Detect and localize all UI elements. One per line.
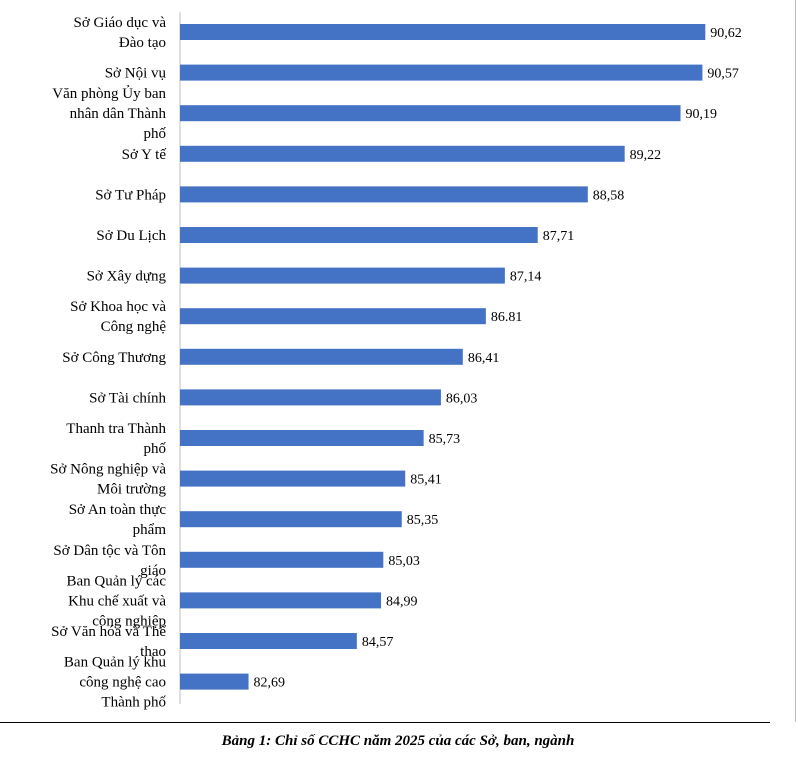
data-label-4: 88,58 xyxy=(593,188,625,203)
bar-11 xyxy=(180,470,406,487)
category-label-1: Sở Nội vụ xyxy=(105,66,167,82)
category-label-line: Sở Nội vụ xyxy=(105,66,167,82)
category-label-13: Sở Dân tộc và Tôn giáo xyxy=(53,543,166,579)
data-label-2: 90,19 xyxy=(686,107,718,122)
category-label-5: Sở Du Lịch xyxy=(96,228,166,244)
data-label-7: 86.81 xyxy=(491,310,522,325)
category-label-line: Công nghệ xyxy=(101,319,167,335)
chart-caption: Bảng 1: Chỉ số CCHC năm 2025 của các Sở,… xyxy=(221,733,575,749)
category-label-0: Sở Giáo dục và Đào tạo xyxy=(74,15,167,51)
bar-15 xyxy=(180,633,357,649)
category-label-line: Sở Giáo dục và xyxy=(74,15,167,31)
category-label-line: thao xyxy=(140,644,166,660)
bar-0 xyxy=(180,24,706,40)
category-label-line: Sở Văn hóa và Thể xyxy=(51,624,166,640)
bar-14 xyxy=(180,592,382,609)
category-label-line: Sở Tư Pháp xyxy=(95,187,166,203)
category-label-line: công nghệ cao xyxy=(79,675,166,691)
category-label-line: phố xyxy=(144,441,167,457)
category-label-10: Thanh tra Thành phố xyxy=(66,421,166,457)
category-label-8: Sở Công Thương xyxy=(62,350,166,366)
category-label-line: Sở Xây dựng xyxy=(87,269,167,285)
data-label-6: 87,14 xyxy=(510,270,542,285)
bar-12 xyxy=(180,511,402,528)
category-label-11: Sở Nông nghiệp và Môi trường xyxy=(50,462,166,498)
category-label-line: Sở Tài chính xyxy=(89,390,166,406)
category-label-4: Sở Tư Pháp xyxy=(95,187,166,203)
bar-5 xyxy=(180,227,538,243)
bar-10 xyxy=(180,430,424,446)
data-label-1: 90,57 xyxy=(707,67,739,82)
category-label-line: Sở An toàn thực xyxy=(69,502,167,518)
category-label-line: Thành phố xyxy=(101,695,166,711)
data-label-3: 89,22 xyxy=(630,148,662,163)
category-label-line: Sở Y tế xyxy=(122,147,167,163)
category-label-line: Ban Quản lý các xyxy=(66,573,166,589)
bar-6 xyxy=(180,267,505,284)
category-label-15: Sở Văn hóa và Thể thao xyxy=(51,624,166,660)
data-label-13: 85,03 xyxy=(388,554,420,569)
category-label-line: Khu chế xuất và xyxy=(68,593,166,609)
category-label-6: Sở Xây dựng xyxy=(87,269,167,285)
bar-13 xyxy=(180,551,384,568)
bar-3 xyxy=(180,145,625,162)
category-label-2: Văn phòng Ủy ban nhân dân Thành phố xyxy=(52,85,166,142)
category-label-12: Sở An toàn thực phẩm xyxy=(69,502,167,538)
category-label-line: nhân dân Thành xyxy=(70,106,167,122)
category-label-line: phố xyxy=(144,126,167,142)
category-label-line: Ban Quản lý khu xyxy=(64,655,167,671)
category-label-line: giáo xyxy=(140,563,166,579)
data-label-16: 82,69 xyxy=(254,676,286,691)
data-label-12: 85,35 xyxy=(407,513,439,528)
category-label-line: công nghiệp xyxy=(92,613,166,629)
data-label-0: 90,62 xyxy=(710,26,742,41)
caption-divider xyxy=(0,722,770,723)
data-label-15: 84,57 xyxy=(362,635,394,650)
category-label-line: Thanh tra Thành xyxy=(66,421,166,437)
bar-2 xyxy=(180,105,681,122)
bar-7 xyxy=(180,308,486,325)
category-label-14: Ban Quản lý các Khu chế xuất và công nghiệ… xyxy=(66,573,166,629)
bar-9 xyxy=(180,389,441,406)
category-label-9: Sở Tài chính xyxy=(89,390,166,406)
category-label-line: Môi trường xyxy=(97,482,166,498)
bar-8 xyxy=(180,348,463,365)
data-label-8: 86,41 xyxy=(468,351,500,366)
bar-1 xyxy=(180,64,703,81)
data-label-11: 85,41 xyxy=(410,473,442,488)
category-label-line: Sở Du Lịch xyxy=(96,228,166,244)
data-label-10: 85,73 xyxy=(429,432,461,447)
bar-16 xyxy=(180,673,249,690)
data-label-9: 86,03 xyxy=(446,391,478,406)
category-label-line: phẩm xyxy=(133,522,167,538)
bar-chart: 90,62 Sở Giáo dục và Đào tạo 90,57 Sở Nội vụ… xyxy=(50,12,742,711)
data-label-5: 87,71 xyxy=(543,229,575,244)
category-label-line: Văn phòng Ủy ban xyxy=(52,85,166,102)
category-label-line: Sở Dân tộc và Tôn xyxy=(53,543,166,559)
category-label-line: Sở Khoa học và xyxy=(70,299,166,315)
category-label-3: Sở Y tế xyxy=(122,147,167,163)
category-label-7: Sở Khoa học và Công nghệ xyxy=(70,299,166,335)
category-label-line: Sở Nông nghiệp và xyxy=(50,462,166,478)
bar-4 xyxy=(180,186,588,203)
data-label-14: 84,99 xyxy=(386,594,418,609)
category-label-line: Sở Công Thương xyxy=(62,350,166,366)
category-label-line: Đào tạo xyxy=(119,35,166,51)
category-label-16: Ban Quản lý khu công nghệ cao Thành phố xyxy=(64,655,167,711)
